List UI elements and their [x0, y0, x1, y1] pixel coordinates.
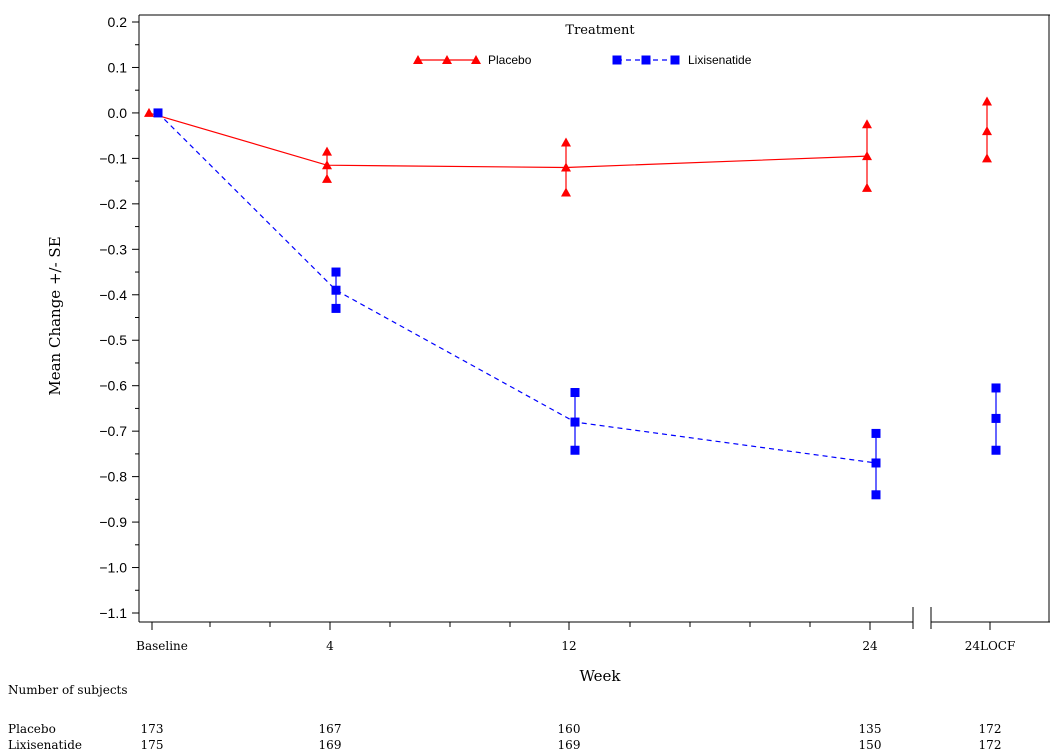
- x-tick-label: 24: [862, 639, 878, 653]
- x-tick-label: 4: [326, 639, 334, 653]
- error-cap-upper-placebo: [561, 137, 571, 147]
- series-lixisenatide: [153, 108, 1001, 500]
- y-tick-label: −0.9: [99, 514, 127, 530]
- y-tick-label: −1.0: [99, 560, 127, 576]
- subjects-table-title: Number of subjects: [8, 683, 128, 697]
- legend-title: Treatment: [565, 23, 635, 38]
- y-tick-label: −1.1: [99, 605, 127, 621]
- data-point-placebo: [144, 107, 154, 117]
- x-tick-label: Baseline: [136, 639, 188, 653]
- subjects-row-label-lixisenatide: Lixisenatide: [8, 738, 82, 751]
- error-cap-upper-lixisenatide: [331, 267, 341, 277]
- series-line-placebo: [148, 112, 868, 169]
- y-tick-label: 0.1: [108, 59, 128, 75]
- error-cap-lower-placebo: [322, 173, 332, 183]
- subjects-count-placebo: 173: [141, 722, 164, 736]
- subjects-row-label-placebo: Placebo: [8, 722, 56, 736]
- subjects-count-lixisenatide: 169: [558, 738, 581, 751]
- error-cap-lower-lixisenatide: [871, 490, 881, 500]
- y-tick-label: −0.8: [99, 469, 127, 485]
- subjects-table: 173 167 160 135 172 175 169 169 150 172: [141, 722, 1002, 751]
- y-tick-label: −0.2: [99, 196, 127, 212]
- error-cap-upper-lixisenatide: [570, 388, 580, 398]
- error-cap-lower-lixisenatide: [331, 303, 341, 313]
- series-layer: [144, 96, 1001, 500]
- legend-label-placebo: Placebo: [488, 53, 532, 67]
- data-point-placebo: [982, 126, 992, 136]
- y-tick-label: −0.3: [99, 241, 127, 257]
- legend-marker-lixisenatide: [612, 55, 622, 65]
- legend-marker-placebo: [413, 55, 423, 64]
- data-point-lixisenatide: [570, 417, 580, 427]
- legend-marker-lixisenatide: [641, 55, 651, 65]
- error-cap-upper-lixisenatide: [871, 428, 881, 438]
- error-cap-lower-placebo: [561, 187, 571, 197]
- y-tick-label: −0.6: [99, 378, 127, 394]
- subjects-count-placebo: 135: [859, 722, 882, 736]
- axes-layer: 0.2 0.1 0.0 −0.1 −0.2 −0.3 −0.4 −0.5 −0.6 −0.7 −0.…: [99, 14, 1050, 653]
- error-cap-lower-placebo: [862, 182, 872, 192]
- error-cap-upper-lixisenatide: [991, 383, 1001, 393]
- subjects-count-lixisenatide: 169: [319, 738, 342, 751]
- error-cap-upper-placebo: [982, 96, 992, 106]
- error-cap-lower-lixisenatide: [991, 445, 1001, 455]
- data-point-lixisenatide: [331, 285, 341, 295]
- data-point-lixisenatide: [871, 458, 881, 468]
- series-line-lixisenatide: [157, 112, 877, 464]
- data-point-lixisenatide: [153, 108, 163, 118]
- y-tick-label: 0.2: [108, 14, 128, 30]
- series-placebo: [144, 96, 992, 197]
- x-axis-title: Week: [579, 667, 621, 685]
- error-cap-lower-placebo: [982, 153, 992, 163]
- legend-marker-placebo: [471, 55, 481, 64]
- legend: Treatment Placebo Lixisenatide: [413, 23, 752, 67]
- error-cap-upper-placebo: [322, 146, 332, 156]
- y-axis-title: Mean Change +/- SE: [46, 236, 64, 395]
- data-point-placebo: [322, 160, 332, 170]
- x-tick-label: 12: [561, 639, 576, 653]
- legend-marker-placebo: [442, 55, 452, 64]
- y-tick-label: −0.4: [99, 287, 127, 303]
- y-tick-label: −0.7: [99, 423, 127, 439]
- subjects-count-lixisenatide: 150: [859, 738, 882, 751]
- subjects-count-placebo: 167: [319, 722, 342, 736]
- legend-marker-lixisenatide: [670, 55, 680, 65]
- data-point-lixisenatide: [991, 413, 1001, 423]
- legend-label-lixisenatide: Lixisenatide: [688, 53, 752, 67]
- error-cap-lower-lixisenatide: [570, 445, 580, 455]
- y-tick-label: −0.5: [99, 332, 127, 348]
- x-tick-label: 24LOCF: [965, 639, 1016, 653]
- subjects-count-placebo: 172: [979, 722, 1002, 736]
- data-point-placebo: [862, 151, 872, 161]
- data-point-placebo: [561, 162, 571, 172]
- error-cap-upper-placebo: [862, 119, 872, 129]
- subjects-count-lixisenatide: 175: [141, 738, 164, 751]
- y-tick-label: −0.1: [99, 150, 127, 166]
- subjects-count-lixisenatide: 172: [979, 738, 1002, 751]
- subjects-count-placebo: 160: [558, 722, 581, 736]
- y-tick-label: 0.0: [108, 105, 128, 121]
